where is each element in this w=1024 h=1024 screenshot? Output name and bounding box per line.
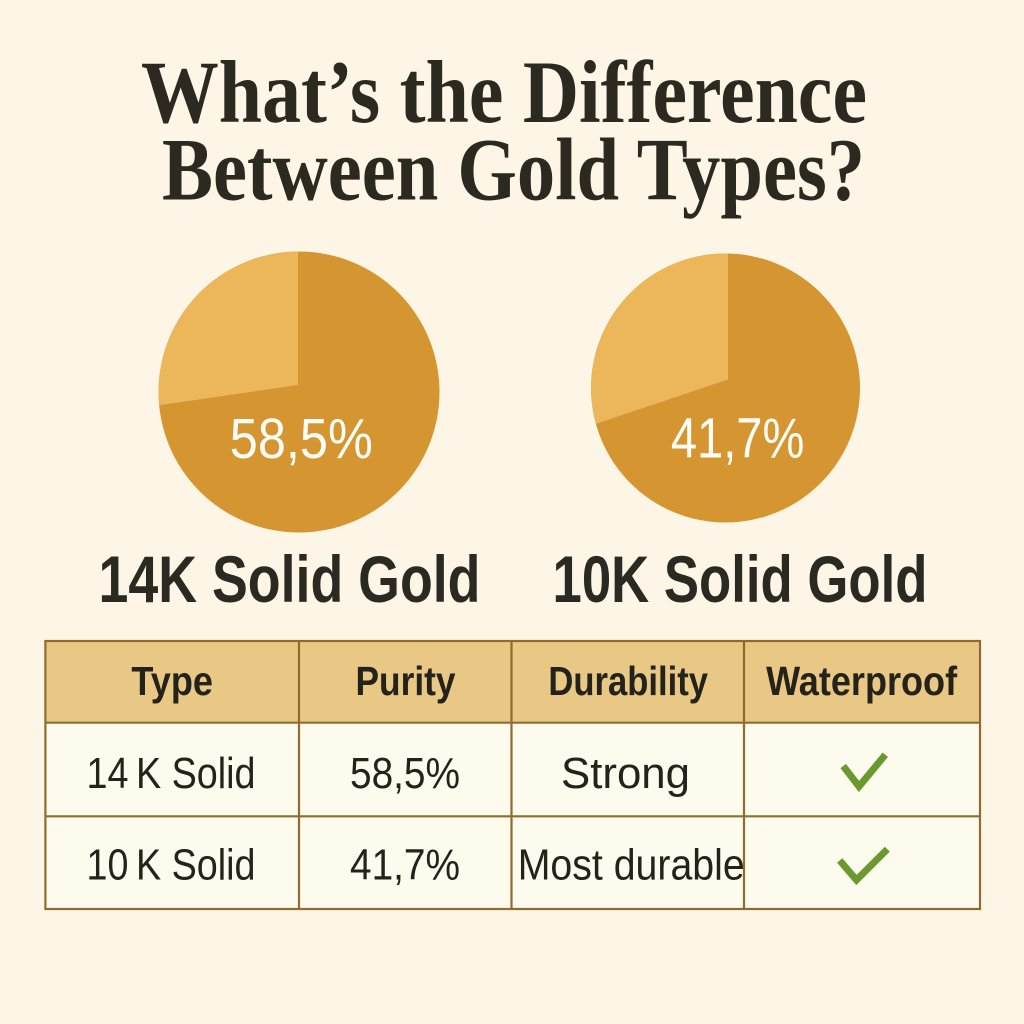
svg-text:Most durable: Most durable [518, 841, 745, 890]
svg-text:14 K Solid: 14 K Solid [87, 749, 256, 798]
svg-text:41,7%: 41,7% [671, 407, 805, 471]
svg-text:14K Solid Gold: 14K Solid Gold [99, 542, 481, 616]
svg-text:Durability: Durability [548, 658, 708, 704]
svg-text:10K Solid Gold: 10K Solid Gold [553, 542, 928, 616]
svg-text:41,7%: 41,7% [350, 841, 460, 890]
svg-text:58,5%: 58,5% [230, 407, 373, 471]
svg-text:Type: Type [131, 658, 213, 704]
svg-text:10 K Solid: 10 K Solid [87, 841, 256, 890]
svg-text:Strong: Strong [561, 749, 690, 798]
svg-text:Between Gold Types?: Between Gold Types? [162, 122, 865, 220]
svg-text:58,5%: 58,5% [350, 749, 460, 798]
svg-text:Waterproof: Waterproof [766, 658, 957, 704]
svg-text:What’s the Difference: What’s the Difference [141, 44, 867, 142]
svg-text:Purity: Purity [356, 658, 456, 704]
